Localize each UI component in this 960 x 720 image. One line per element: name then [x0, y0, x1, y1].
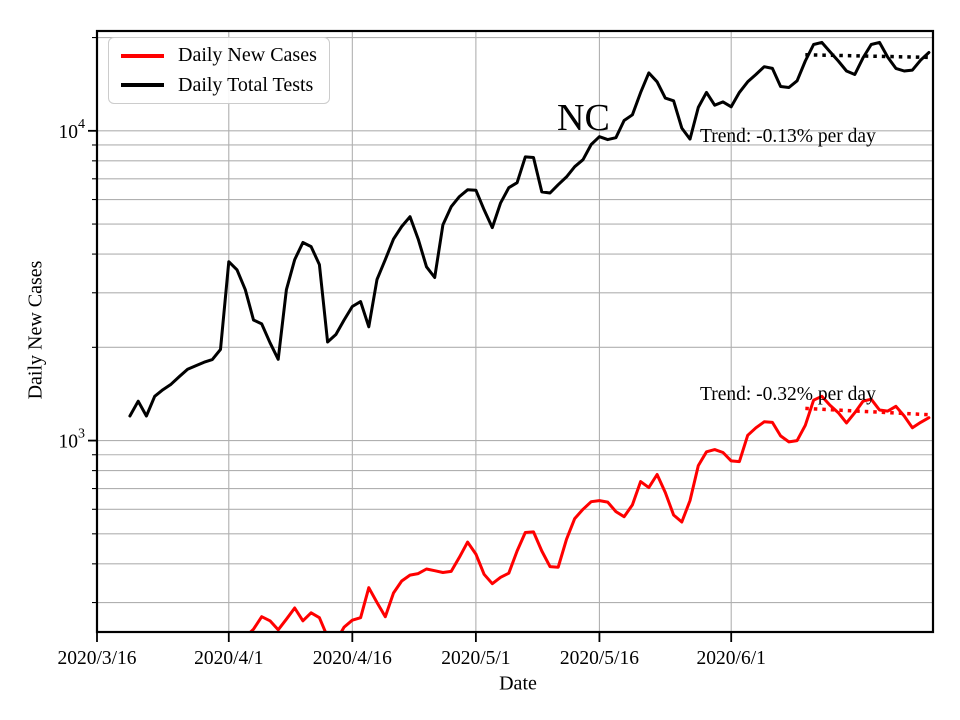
legend-tests-line-sample: [121, 83, 164, 87]
x-tick-label: 2020/6/1: [697, 648, 766, 669]
x-tick-label: 2020/5/16: [560, 648, 639, 669]
x-tick-label: 2020/4/1: [194, 648, 263, 669]
legend-cases-line-sample: [121, 54, 164, 58]
tests-trend-annotation: Trend: -0.13% per day: [700, 126, 876, 147]
legend-item-daily-total-tests: Daily Total Tests: [109, 74, 329, 97]
tick-labels: 2020/3/16 2020/4/1 2020/4/16 2020/5/1 2020/5…: [57, 117, 765, 669]
legend-item-daily-new-cases: Daily New Cases: [109, 44, 329, 67]
tests-trend-line: [805, 53, 933, 60]
axis-ticks: [88, 37, 733, 642]
plot-border: [95, 29, 935, 634]
x-axis-label: Date: [499, 672, 537, 695]
legend-tests-label: Daily Total Tests: [178, 73, 314, 96]
y-tick-label: 103: [59, 427, 86, 453]
x-tick-label: 2020/5/1: [441, 648, 510, 669]
legend-cases-label: Daily New Cases: [178, 44, 317, 67]
y-axis-label: Daily New Cases: [24, 260, 47, 400]
daily-new-cases-line: [248, 394, 931, 632]
state-label: NC: [557, 97, 610, 139]
legend: Daily New Cases Daily Total Tests: [108, 37, 330, 104]
cases-trend-line: [805, 406, 933, 417]
cases-trend-annotation: Trend: -0.32% per day: [700, 384, 876, 405]
x-tick-label: 2020/4/16: [313, 648, 392, 669]
daily-total-tests-line: [128, 40, 931, 418]
x-tick-label: 2020/3/16: [57, 648, 136, 669]
y-tick-label: 104: [59, 117, 86, 143]
series-lines: [128, 40, 933, 632]
